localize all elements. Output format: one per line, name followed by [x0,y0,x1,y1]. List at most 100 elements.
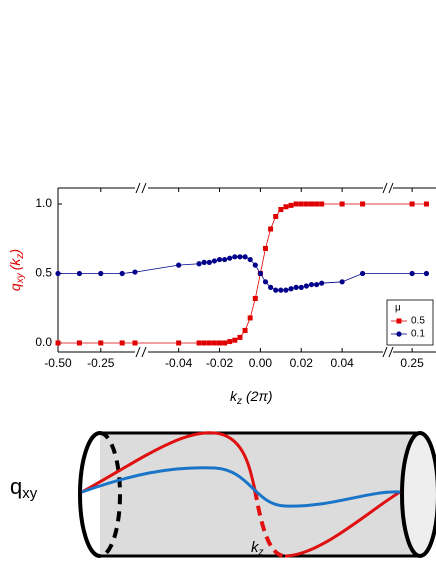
x-tick-label: 0.00 [249,356,273,370]
point [222,340,228,346]
point [313,281,320,288]
point [132,269,138,275]
axis-break [135,346,147,358]
point [278,207,284,213]
legend-box [386,299,434,346]
point [176,340,182,346]
x-tick-label: -0.25 [87,356,115,370]
point [119,340,125,346]
point [339,279,345,285]
point [55,270,61,277]
point [262,279,269,285]
x-tick-label: -0.04 [165,356,193,370]
point [201,259,207,265]
x-tick-label: -0.50 [44,356,72,370]
point [319,280,325,286]
point [227,339,233,345]
series-line [58,256,427,291]
point [247,256,253,263]
point [216,256,223,263]
point [252,295,258,301]
y-tick-label: 0.5 [35,266,52,280]
cylinder-rim-front [78,431,101,558]
point [242,254,248,260]
point [263,245,268,251]
point [196,261,202,267]
point [227,255,233,261]
cylinder-diagram: qxy kz [10,431,436,558]
point [303,283,309,289]
point [237,254,243,260]
point [232,337,238,343]
point [211,340,217,346]
point [314,201,320,207]
x-tick-label: 0.25 [400,356,424,370]
point [201,340,207,346]
legend-label: 0.5 [411,316,425,327]
point [76,340,82,346]
point [283,287,289,293]
x-axis-label: kz (2π) [230,388,273,407]
point [196,340,202,346]
point [217,340,223,346]
point [298,284,304,290]
y-axis-label-part: ) [7,249,23,256]
x-axis-label-part: (2π) [246,388,273,404]
point [76,270,82,277]
y-tick-label: 1.0 [35,196,52,210]
point [298,201,304,207]
point [288,286,294,292]
legend-label: 0.1 [411,329,425,340]
point [119,270,125,277]
point [308,281,315,288]
point [423,270,430,277]
point [252,262,258,268]
point [268,284,274,290]
diagram-y-label: qxy [10,474,38,502]
x-tick-label: 0.02 [290,356,314,370]
point [359,270,366,277]
point [423,201,429,207]
point [360,201,366,207]
cylinder-rim-back [99,431,122,558]
point [206,340,212,346]
point [257,270,263,277]
x-axis-label-part: z [236,396,242,407]
blue-curve [81,466,401,508]
y-axis-label: qxy(kz) [7,249,26,291]
point [98,340,104,346]
cylinder-end [400,431,436,558]
point [283,204,289,210]
point [247,315,253,321]
point [242,327,248,333]
point [409,270,415,277]
point [211,258,218,264]
point [303,201,309,207]
x-axis-label-part: k [230,388,238,404]
x-tick-label: -0.02 [206,356,234,370]
red-curve-hidden [253,489,286,558]
diagram-x-label: kz [251,539,264,558]
point [339,201,345,207]
point [293,201,299,207]
point [222,256,228,263]
point [293,284,299,290]
point [206,259,212,265]
axis-break [382,346,394,358]
point [55,340,61,346]
y-axis-label-part: z [15,254,26,260]
point [132,340,138,346]
point [409,201,415,207]
chart: 0.0 0.5 1.0 -0.50 -0.25 -0.04 -0.02 0.00 0.02 0.0… [7,182,436,407]
point [98,270,104,277]
point [237,334,243,340]
point [288,202,294,208]
y-axis-label-part: (k [7,258,23,271]
y-axis-label-part: xy [15,272,26,284]
legend-marker [396,318,402,324]
axis-break [382,182,394,194]
point [319,201,325,207]
red-curve [284,490,401,558]
point [268,226,274,232]
